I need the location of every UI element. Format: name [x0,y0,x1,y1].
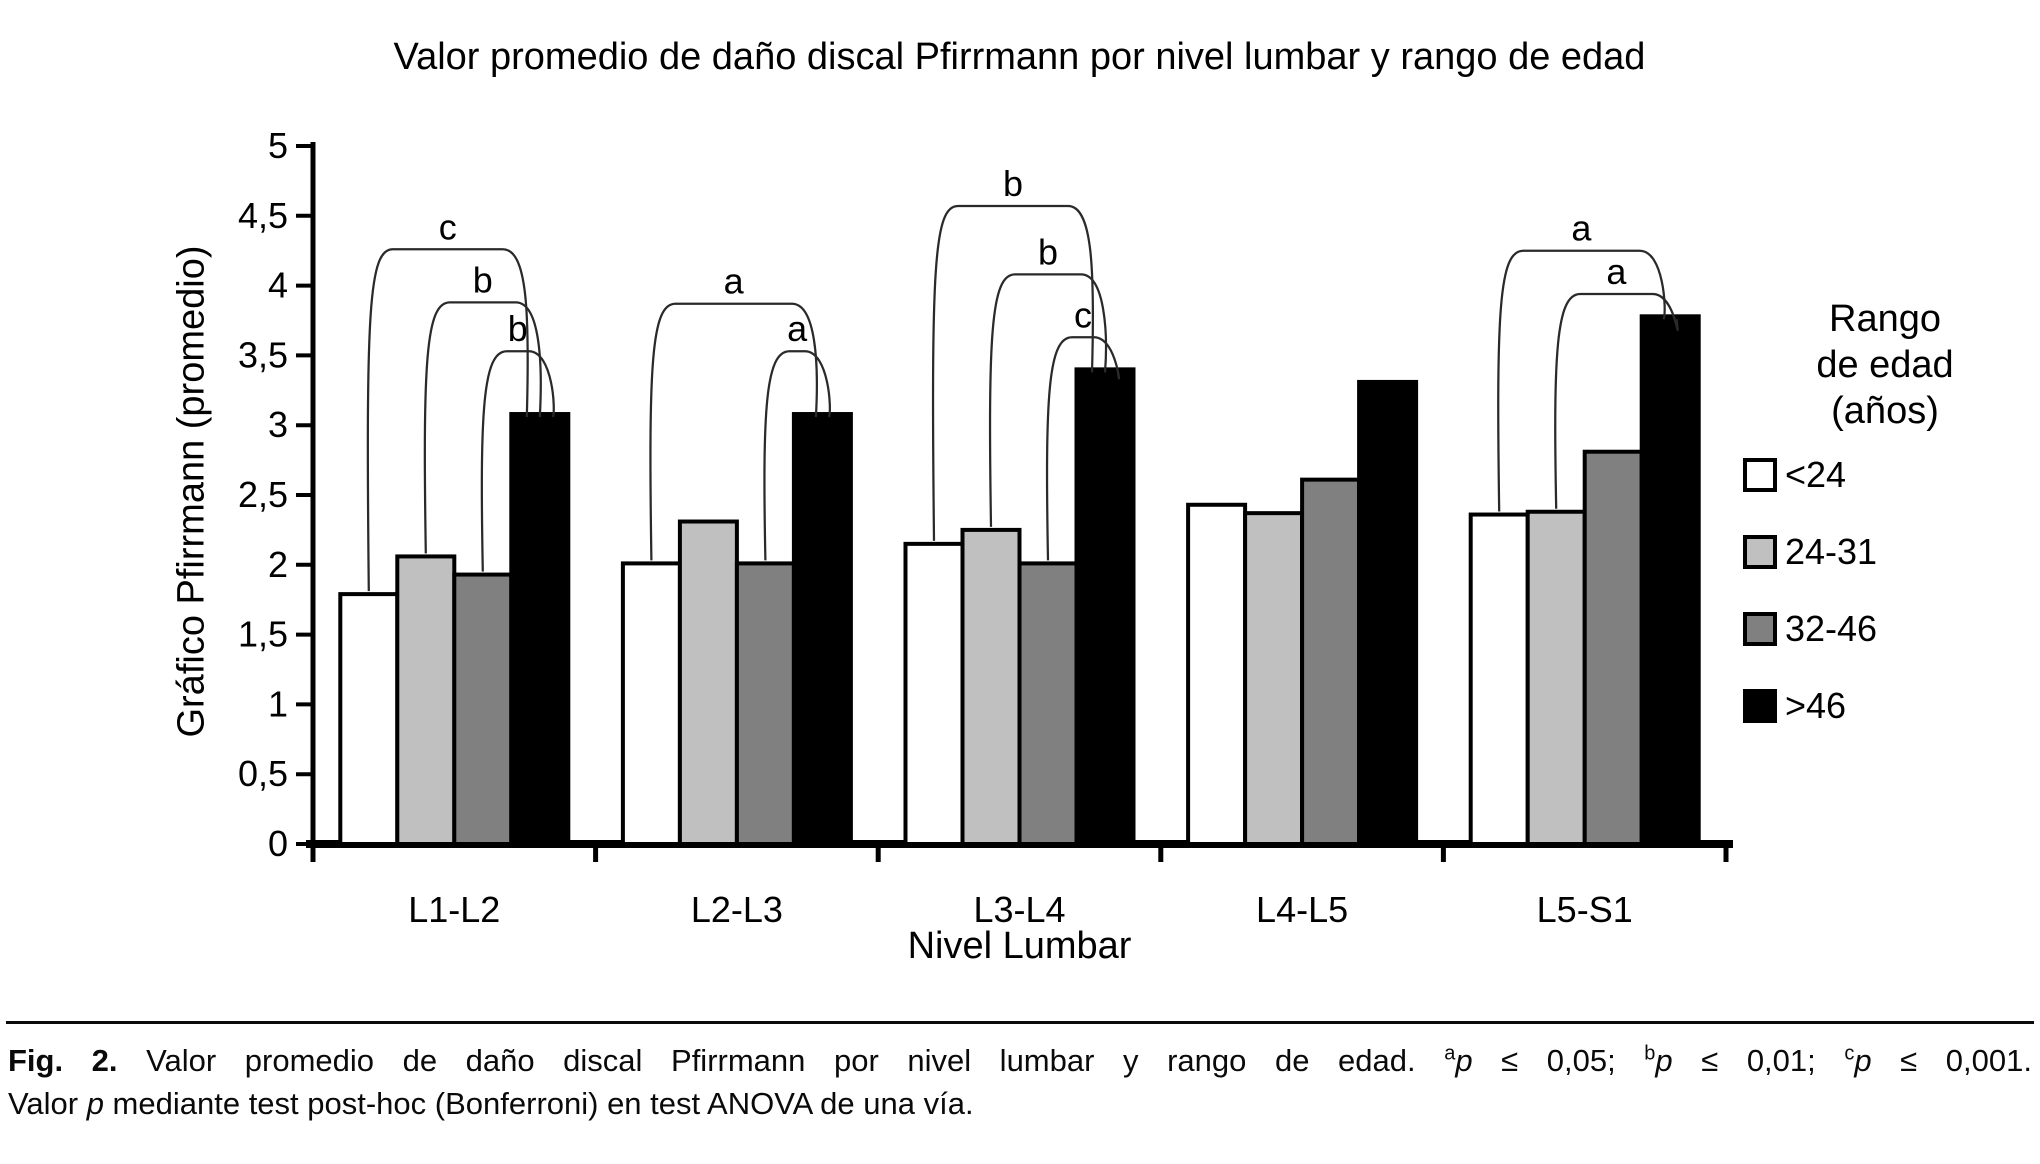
figure-caption: Fig. 2. Valor promedio de daño discal Pf… [8,1039,2032,1125]
legend-entry-label: 32-46 [1785,608,1878,649]
x-axis-label: Nivel Lumbar [907,925,1132,967]
x-category-label: L2-L3 [691,889,783,930]
significance-bracket [988,273,1108,527]
significance-bracket [763,350,831,561]
legend-swatch-<24 [1743,458,1777,492]
y-tick-label: 5 [268,125,288,166]
y-tick-label: 0 [268,823,288,864]
legend-title-line: (años) [1831,390,1939,432]
sig-sup-c: c [1844,1042,1855,1065]
legend-entry-label: <24 [1785,454,1847,495]
legend-entry-label: >46 [1785,685,1847,726]
y-tick-label: 3,5 [238,334,288,375]
significance-label: b [508,308,528,349]
significance-bracket [1497,249,1666,512]
caption-rule [6,1021,2034,1024]
legend-entry: <24 [1743,452,2035,498]
significance-bracket [1045,336,1121,561]
legend-entry: 24-31 [1743,529,2035,575]
x-category-label: L4-L5 [1256,889,1348,930]
p-symbol: p [1655,1043,1673,1078]
significance-bracket [931,204,1095,541]
legend-entry: 32-46 [1743,606,2035,652]
y-tick-label: 1 [268,683,288,724]
significance-label: b [1038,231,1058,272]
y-tick-label: 2 [268,544,288,585]
legend-swatch->46 [1743,689,1777,723]
bar-32-46-L2-L3 [734,561,796,846]
bar-24-31-L2-L3 [677,519,739,846]
caption-line-2: Valor p mediante test post-hoc (Bonferro… [8,1082,2032,1125]
bar-<24-L3-L4 [903,541,965,846]
significance-label: a [1606,251,1627,292]
p-symbol: p [1854,1043,1872,1078]
p-symbol: p [1455,1043,1473,1078]
legend: Rango de edad (años) <24 24-31 32-46 >46 [1735,296,2035,760]
legend-title: Rango de edad (años) [1735,296,2035,434]
bar-24-31-L5-S1 [1525,509,1587,846]
legend-title-line: Rango [1829,298,1941,340]
x-category-label: L5-S1 [1537,889,1633,930]
legend-title-line: de edad [1816,344,1954,386]
bar-32-46-L3-L4 [1017,561,1079,846]
caption-body: Valor promedio de daño discal Pfirrmann … [117,1043,1445,1078]
sig-value-b: ≤ 0,01; [1672,1043,1845,1078]
bar-24-31-L1-L2 [395,554,457,846]
figure-label: Fig. 2. [8,1043,118,1078]
legend-swatch-24-31 [1743,535,1777,569]
sig-sup-a: a [1444,1042,1456,1065]
significance-label: b [1003,163,1023,204]
bar-32-46-L5-S1 [1582,449,1644,846]
bar-24-31-L4-L5 [1243,511,1305,846]
p-symbol: p [86,1086,104,1121]
bar->46-L5-S1 [1639,314,1701,846]
legend-entry: >46 [1743,683,2035,729]
bar-<24-L2-L3 [620,561,682,846]
y-tick-label: 1,5 [238,614,288,655]
x-category-label: L3-L4 [973,889,1065,930]
legend-entries: <24 24-31 32-46 >46 [1735,452,2035,729]
significance-label: a [787,308,808,349]
y-tick-label: 0,5 [238,753,288,794]
significance-label: c [439,206,457,247]
bar->46-L2-L3 [791,412,853,846]
y-tick-label: 4 [268,265,288,306]
sig-value-a: ≤ 0,05; [1472,1043,1645,1078]
significance-bracket [1554,292,1679,509]
bar->46-L1-L2 [509,412,571,846]
y-tick-label: 4,5 [238,195,288,236]
y-axis-label: Gráfico Pfirrmann (promedio) [170,245,213,738]
sig-value-c: ≤ 0,001. [1871,1043,2032,1078]
bar-<24-L5-S1 [1468,512,1530,846]
legend-swatch-32-46 [1743,612,1777,646]
significance-label: b [473,259,493,300]
caption-line2-post: mediante test post-hoc (Bonferroni) en t… [103,1086,974,1121]
bar-24-31-L3-L4 [960,527,1022,847]
caption-line2-pre: Valor [8,1086,87,1121]
bar->46-L4-L5 [1357,379,1419,846]
bar->46-L3-L4 [1074,367,1136,846]
bar-<24-L1-L2 [338,592,400,847]
x-category-label: L1-L2 [408,889,500,930]
caption-line-1: Fig. 2. Valor promedio de daño discal Pf… [8,1039,2032,1082]
chart-title: Valor promedio de daño discal Pfirrmann … [393,36,1646,78]
y-tick-label: 2,5 [238,474,288,515]
significance-label: a [724,261,745,302]
legend-entry-label: 24-31 [1785,531,1878,572]
y-tick-label: 3 [268,404,288,445]
sig-sup-b: b [1644,1042,1656,1065]
significance-label: c [1074,294,1092,335]
significance-bracket [366,248,529,592]
bar-<24-L4-L5 [1186,502,1248,846]
significance-bracket [480,350,555,572]
bar-32-46-L4-L5 [1300,477,1362,846]
bar-32-46-L1-L2 [452,572,514,847]
significance-label: a [1571,208,1592,249]
